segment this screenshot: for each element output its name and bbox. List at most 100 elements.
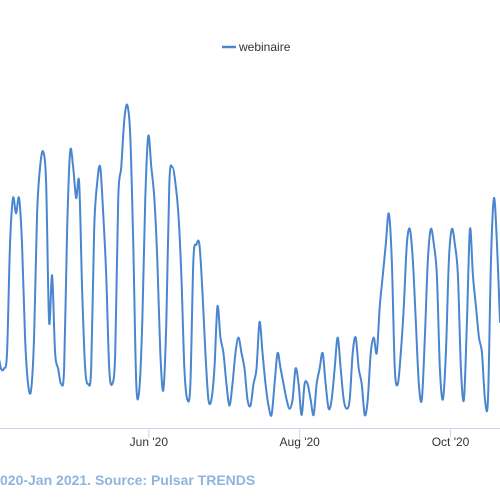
data-point[interactable] [230, 382, 234, 386]
data-point[interactable] [158, 351, 162, 355]
data-point[interactable] [218, 336, 222, 340]
data-point[interactable] [173, 181, 177, 185]
data-point[interactable] [71, 165, 75, 169]
data-point[interactable] [179, 274, 183, 278]
data-point[interactable] [50, 274, 54, 278]
data-point[interactable] [8, 243, 12, 247]
data-point[interactable] [122, 119, 126, 123]
data-point[interactable] [360, 382, 364, 386]
data-point[interactable] [167, 181, 171, 185]
data-point[interactable] [182, 367, 186, 371]
data-point[interactable] [480, 351, 484, 355]
data-point[interactable] [38, 165, 42, 169]
data-point[interactable] [456, 274, 460, 278]
data-point[interactable] [429, 227, 433, 231]
data-point[interactable] [321, 351, 325, 355]
data-point[interactable] [294, 367, 298, 371]
data-point[interactable] [378, 305, 382, 309]
data-point[interactable] [44, 181, 48, 185]
data-point[interactable] [137, 388, 141, 392]
data-point[interactable] [23, 336, 27, 340]
data-point[interactable] [92, 227, 96, 231]
data-point[interactable] [215, 305, 219, 309]
data-point[interactable] [453, 243, 457, 247]
data-point[interactable] [342, 398, 346, 402]
data-point[interactable] [459, 367, 463, 371]
data-point[interactable] [348, 398, 352, 402]
data-point[interactable] [252, 382, 256, 386]
data-point[interactable] [468, 227, 472, 231]
data-point[interactable] [200, 289, 204, 293]
data-point[interactable] [221, 351, 225, 355]
data-point[interactable] [330, 398, 334, 402]
data-point[interactable] [11, 196, 15, 200]
data-point[interactable] [300, 413, 304, 417]
data-point[interactable] [366, 398, 370, 402]
data-point[interactable] [107, 367, 111, 371]
data-point[interactable] [149, 165, 153, 169]
data-point[interactable] [98, 165, 102, 169]
data-point[interactable] [29, 388, 33, 392]
data-point[interactable] [471, 274, 475, 278]
data-point[interactable] [312, 413, 316, 417]
data-point[interactable] [495, 243, 499, 247]
data-point[interactable] [474, 305, 478, 309]
data-point[interactable] [176, 212, 180, 216]
data-point[interactable] [354, 336, 358, 340]
data-point[interactable] [95, 181, 99, 185]
data-point[interactable] [306, 382, 310, 386]
data-point[interactable] [384, 243, 388, 247]
data-point[interactable] [420, 398, 424, 402]
data-point[interactable] [74, 196, 78, 200]
data-point[interactable] [255, 367, 259, 371]
legend[interactable]: webinaire [222, 40, 291, 54]
data-point[interactable] [327, 407, 331, 411]
data-point[interactable] [423, 336, 427, 340]
data-point[interactable] [318, 367, 322, 371]
data-point[interactable] [282, 382, 286, 386]
data-point[interactable] [405, 243, 409, 247]
data-point[interactable] [134, 382, 138, 386]
data-point[interactable] [246, 398, 250, 402]
data-point[interactable] [438, 367, 442, 371]
data-point[interactable] [203, 351, 207, 355]
data-point[interactable] [363, 413, 367, 417]
data-point[interactable] [465, 320, 469, 324]
data-point[interactable] [197, 243, 201, 247]
data-point[interactable] [426, 258, 430, 262]
data-point[interactable] [285, 398, 289, 402]
data-point[interactable] [116, 196, 120, 200]
data-point[interactable] [140, 320, 144, 324]
data-point[interactable] [104, 274, 108, 278]
data-point[interactable] [170, 165, 174, 169]
data-point[interactable] [315, 382, 319, 386]
data-point[interactable] [146, 134, 150, 138]
data-point[interactable] [288, 407, 292, 411]
data-point[interactable] [20, 243, 24, 247]
data-point[interactable] [113, 351, 117, 355]
data-point[interactable] [239, 351, 243, 355]
data-point[interactable] [47, 320, 51, 324]
data-point[interactable] [369, 351, 373, 355]
data-point[interactable] [351, 351, 355, 355]
data-point[interactable] [270, 413, 274, 417]
data-point[interactable] [164, 320, 168, 324]
data-point[interactable] [101, 212, 105, 216]
data-point[interactable] [477, 336, 481, 340]
data-point[interactable] [212, 367, 216, 371]
data-point[interactable] [185, 398, 189, 402]
data-point[interactable] [309, 398, 313, 402]
data-point[interactable] [324, 382, 328, 386]
data-point[interactable] [152, 196, 156, 200]
data-point[interactable] [53, 351, 57, 355]
data-point[interactable] [236, 336, 240, 340]
data-point[interactable] [110, 382, 114, 386]
data-point[interactable] [258, 320, 262, 324]
data-point[interactable] [279, 367, 283, 371]
data-point[interactable] [339, 367, 343, 371]
data-point[interactable] [276, 351, 280, 355]
data-point[interactable] [227, 404, 231, 408]
data-point[interactable] [14, 212, 18, 216]
data-point[interactable] [161, 388, 165, 392]
data-point[interactable] [486, 398, 490, 402]
